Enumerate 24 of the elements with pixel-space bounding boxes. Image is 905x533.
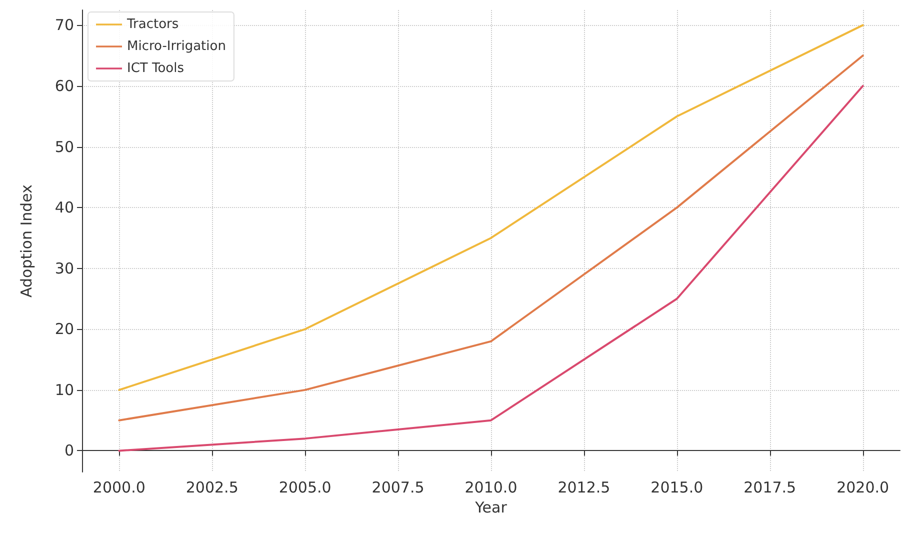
line-series (118, 54, 864, 422)
x-tick-label: 2010.0 (464, 478, 518, 496)
legend-label: Micro-Irrigation (127, 39, 226, 54)
y-tick-label: 50 (54, 138, 74, 156)
y-tick-label: 10 (54, 380, 74, 399)
x-tick-label: 2020.0 (836, 478, 890, 496)
y-axis-title: Adoption Index (18, 184, 36, 298)
x-axis-title: Year (474, 498, 508, 516)
y-tick-label: 0 (64, 442, 74, 460)
legend-label: ICT Tools (127, 61, 184, 76)
y-tick-label: 40 (54, 198, 74, 217)
x-tick-label: 2005.0 (278, 478, 332, 496)
line-series (118, 84, 864, 452)
x-tick-label: 2015.0 (650, 478, 704, 496)
y-tick-label: 70 (54, 16, 74, 34)
x-tick-label: 2017.5 (744, 478, 796, 496)
y-tick-label: 20 (54, 320, 74, 338)
x-tick-label: 2012.5 (558, 478, 610, 496)
y-tick-label: 30 (54, 259, 74, 278)
x-tick-label: 2000.0 (92, 478, 146, 496)
x-tick-label: 2002.5 (186, 478, 238, 496)
x-tick-label: 2007.5 (372, 478, 424, 496)
legend-label: Tractors (126, 17, 179, 32)
y-tick-label: 60 (54, 76, 74, 95)
